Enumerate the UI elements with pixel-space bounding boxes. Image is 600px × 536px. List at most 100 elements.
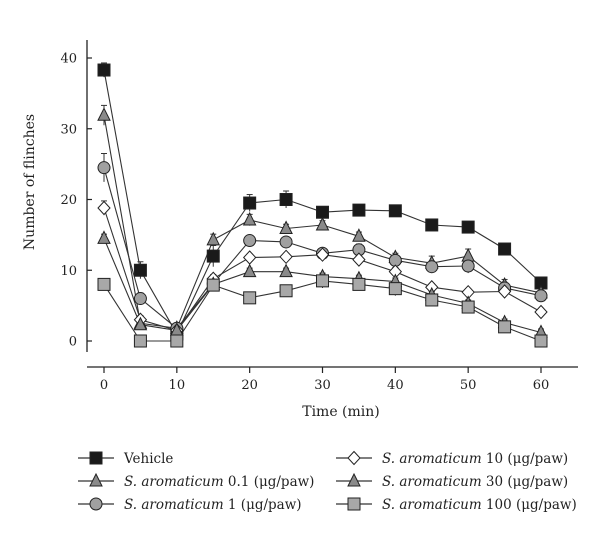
y-tick-label: 10 — [60, 264, 77, 279]
legend-species: S. aromaticum — [382, 451, 482, 467]
data-point — [279, 235, 293, 249]
y-tick-label: 30 — [60, 122, 77, 137]
markers-sa01 — [97, 107, 548, 334]
legend-label: Vehicle — [123, 451, 173, 467]
legend-label: S. aromaticum 30 (μg/paw) — [382, 474, 568, 490]
data-point — [279, 263, 293, 278]
data-point — [97, 200, 111, 216]
y-ticks: 0 10 20 30 40 — [60, 52, 92, 350]
data-point — [316, 274, 329, 288]
data-point — [243, 291, 257, 305]
legend-species: S. aromaticum — [382, 474, 482, 490]
data-point — [388, 282, 402, 296]
data-point — [133, 292, 147, 306]
data-point — [279, 220, 293, 235]
data-point — [279, 193, 293, 206]
data-point — [534, 334, 548, 348]
markers-sa100 — [97, 274, 548, 348]
x-tick-label: 20 — [241, 378, 258, 393]
data-point — [315, 216, 330, 231]
legend-item-vehicle: Vehicle — [78, 451, 173, 467]
data-point — [97, 230, 111, 244]
x-tick-label: 10 — [169, 378, 186, 393]
legend-dose: 100 (μg/paw) — [482, 497, 577, 513]
data-point — [425, 260, 439, 274]
legend-marker — [347, 497, 361, 511]
legend-label: S. aromaticum 10 (μg/paw) — [382, 451, 568, 467]
data-point — [352, 277, 366, 291]
data-point — [133, 263, 147, 277]
data-point — [461, 247, 475, 262]
data-point — [242, 263, 257, 278]
legend-species: S. aromaticum — [124, 474, 224, 490]
data-point — [425, 218, 439, 232]
data-point — [279, 249, 293, 265]
y-tick-label: 40 — [60, 52, 77, 67]
legend-marker — [89, 497, 103, 511]
data-point — [498, 320, 512, 334]
data-point — [315, 247, 330, 262]
x-tick-label: 40 — [387, 378, 404, 393]
legend-item-sa10: S. aromaticum 10 (μg/paw) — [336, 450, 568, 467]
legend-marker — [347, 472, 361, 487]
series-vehicle — [101, 62, 544, 338]
data-point — [242, 250, 257, 265]
data-point — [133, 334, 147, 348]
legend-item-sa1: S. aromaticum 1 (μg/paw) — [78, 497, 302, 513]
data-point — [133, 316, 148, 331]
x-tick-label: 0 — [100, 378, 108, 393]
data-point — [242, 211, 257, 226]
legend-marker — [89, 451, 103, 465]
axes — [86, 40, 578, 368]
markers-vehicle — [97, 63, 548, 341]
data-point — [534, 304, 548, 320]
data-point — [425, 293, 439, 307]
x-tick-label: 30 — [314, 378, 331, 393]
data-point — [206, 231, 221, 246]
legend-dose: 30 (μg/paw) — [482, 474, 569, 490]
y-tick-label: 0 — [69, 335, 77, 350]
data-point — [243, 196, 257, 210]
data-point — [206, 249, 220, 263]
legend-marker — [89, 472, 103, 487]
data-point — [206, 278, 220, 292]
x-axis-label: Time (min) — [302, 404, 380, 420]
x-tick-label: 50 — [460, 378, 477, 393]
series-layer — [97, 62, 548, 348]
data-point — [97, 277, 111, 291]
legend-dose: 1 (μg/paw) — [224, 497, 302, 513]
data-point — [97, 63, 111, 77]
legend-label: S. aromaticum 100 (μg/paw) — [382, 497, 577, 513]
legend-item-sa30: S. aromaticum 30 (μg/paw) — [336, 472, 568, 490]
data-point — [352, 203, 366, 217]
series-line — [103, 280, 542, 342]
y-tick-label: 20 — [60, 193, 77, 208]
legend-label: S. aromaticum 0.1 (μg/paw) — [124, 474, 314, 490]
y-axis-label: Number of flinches — [22, 114, 38, 250]
data-point — [497, 284, 512, 299]
series-line — [103, 69, 542, 336]
legend-dose: 10 (μg/paw) — [482, 451, 569, 467]
x-tick-label: 60 — [533, 378, 550, 393]
legend-label-text: Vehicle — [123, 451, 173, 467]
data-point — [279, 284, 293, 298]
legend-species: S. aromaticum — [382, 497, 482, 513]
data-point — [316, 205, 329, 219]
data-point — [170, 334, 184, 348]
data-point — [352, 228, 366, 242]
data-point — [352, 252, 366, 267]
legend-species: S. aromaticum — [124, 497, 224, 513]
legend-label: S. aromaticum 1 (μg/paw) — [124, 497, 302, 513]
data-point — [461, 300, 475, 314]
data-point — [461, 259, 475, 273]
data-point — [388, 204, 402, 218]
data-point — [243, 234, 257, 248]
legend-dose: 0.1 (μg/paw) — [224, 474, 315, 490]
legend-item-sa01: S. aromaticum 0.1 (μg/paw) — [78, 472, 314, 490]
data-point — [534, 289, 548, 303]
legend-marker — [347, 450, 361, 466]
data-point — [97, 161, 111, 175]
x-ticks: 0 10 20 30 40 50 60 — [100, 367, 549, 393]
